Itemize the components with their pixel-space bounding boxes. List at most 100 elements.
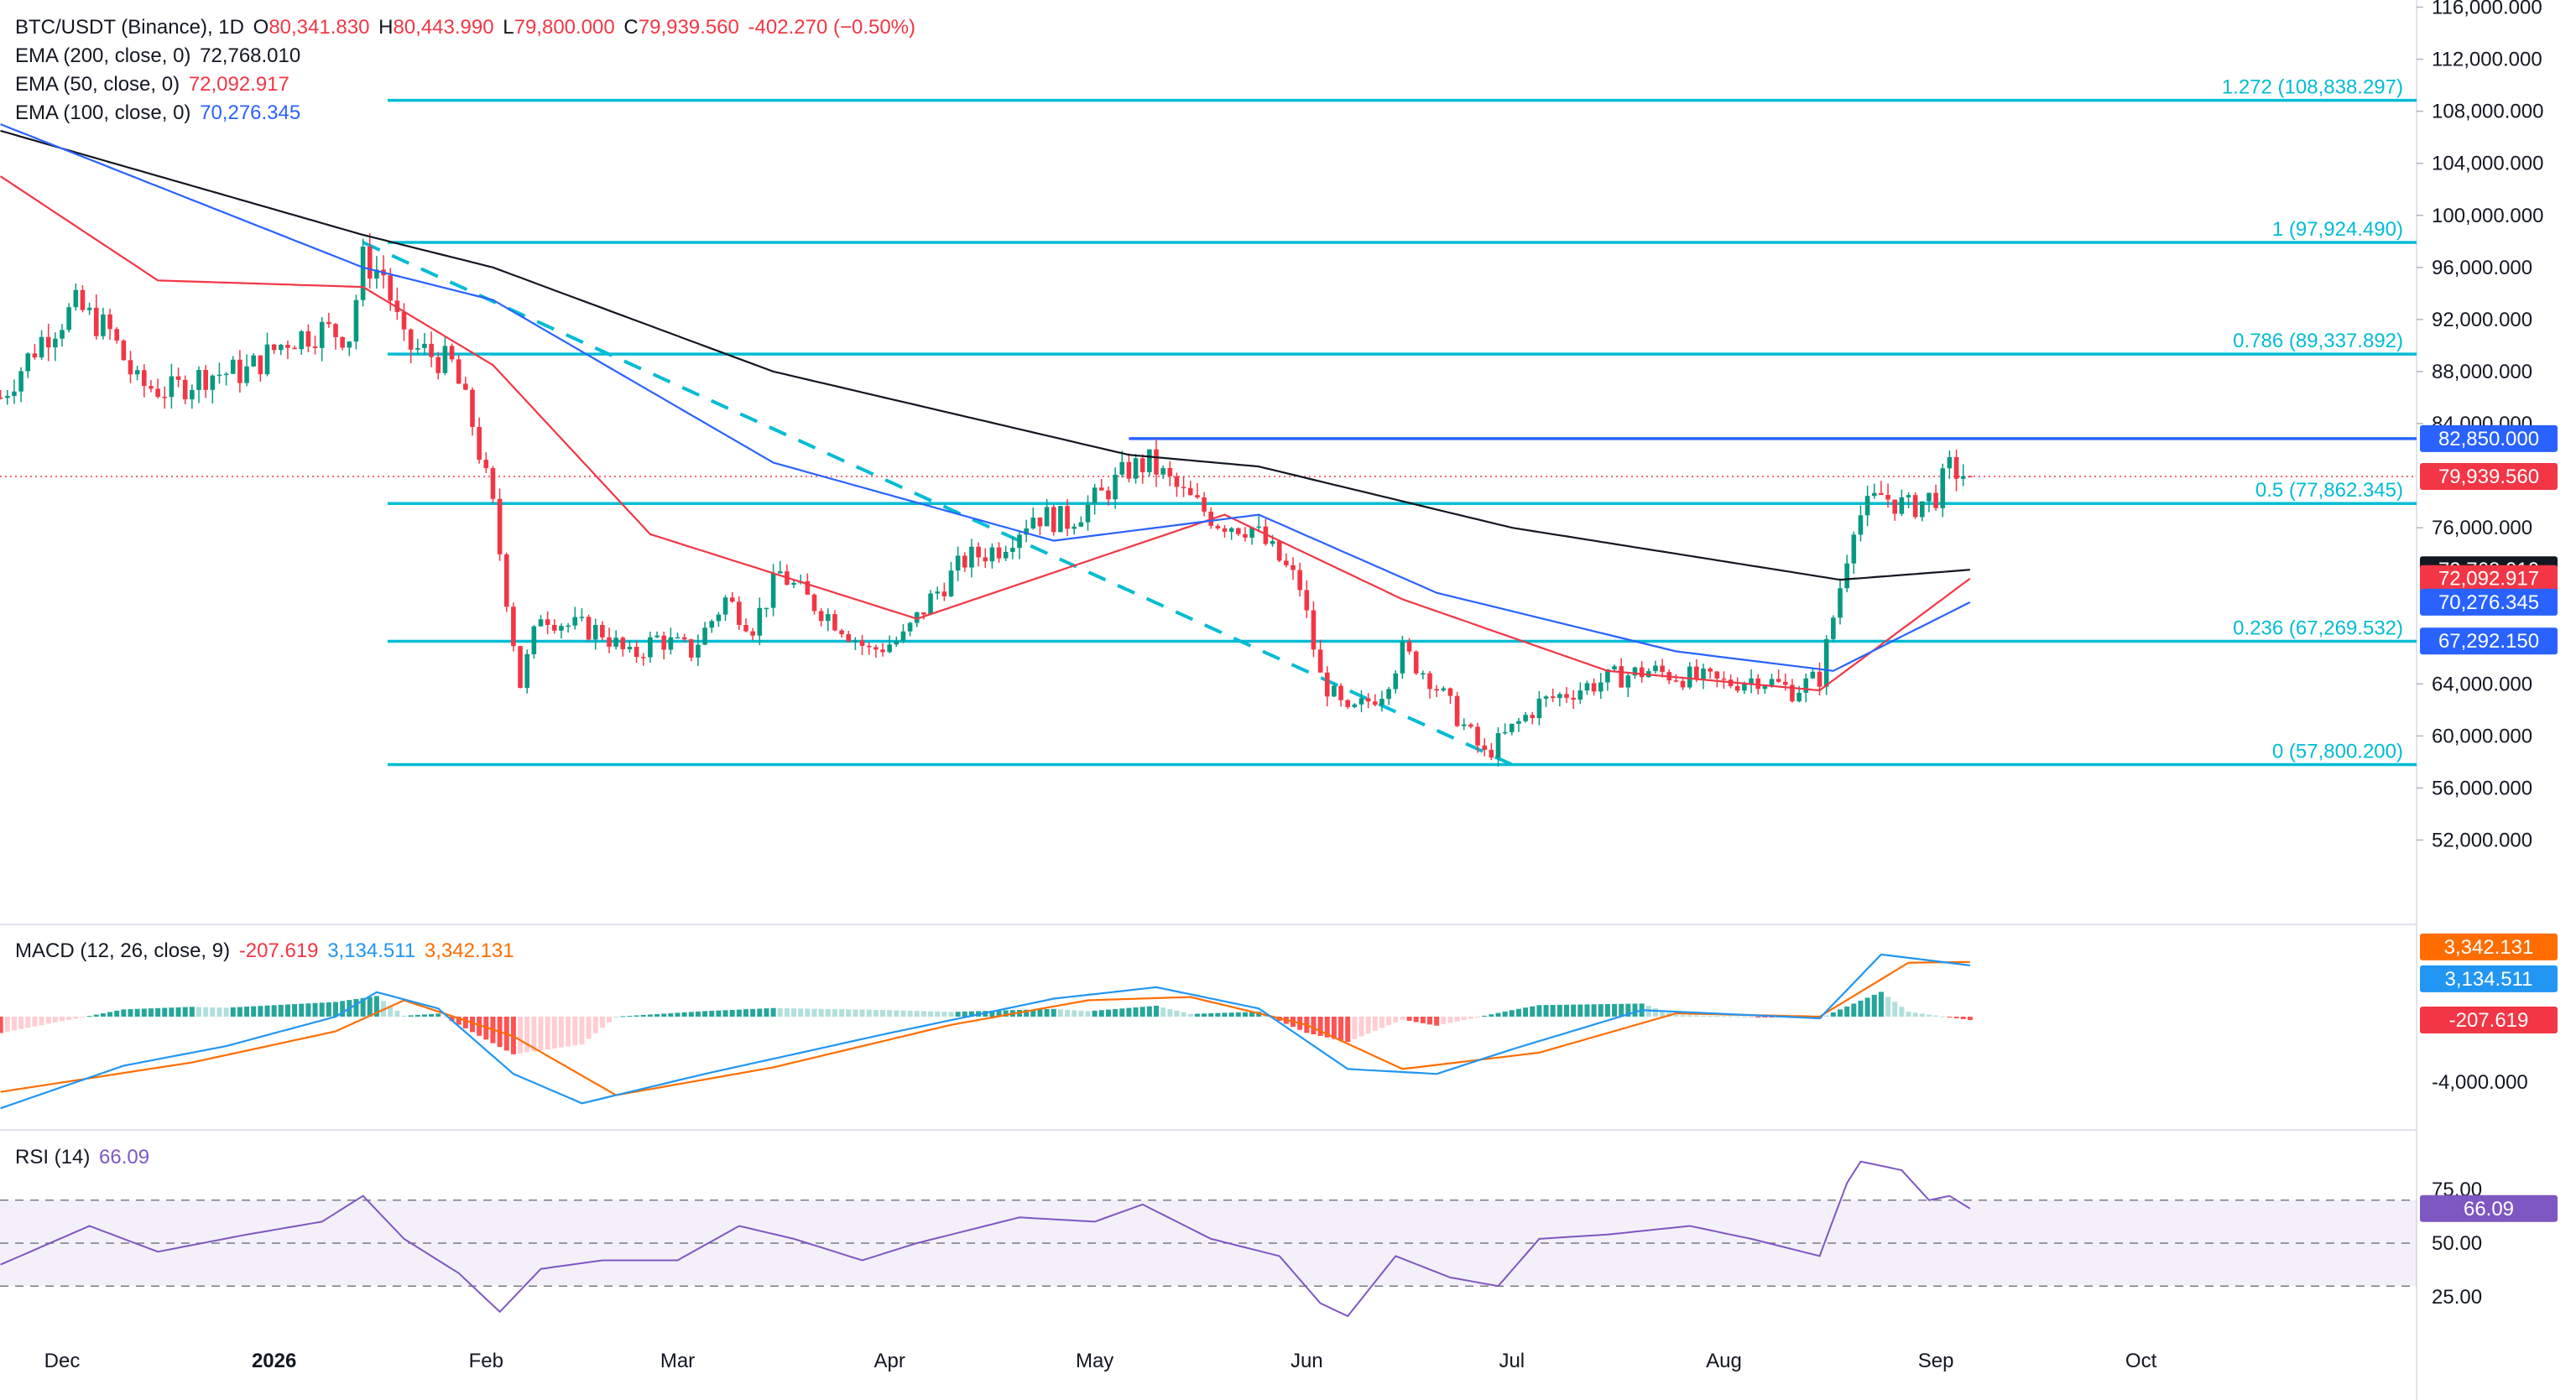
- macd-histogram-bar: [60, 1017, 65, 1021]
- macd-histogram-bar: [1721, 1016, 1726, 1017]
- candle-body: [1564, 694, 1569, 697]
- macd-histogram-bar: [634, 1015, 639, 1017]
- high-value: 80,443.990: [393, 16, 493, 39]
- macd-histogram-bar: [1045, 1009, 1050, 1017]
- candle-body: [613, 638, 618, 647]
- macd-histogram-bar: [244, 1007, 249, 1017]
- candle-body: [1202, 497, 1207, 512]
- price-tick-label: 92,000.000: [2432, 309, 2532, 331]
- candle-body: [244, 367, 249, 383]
- macd-histogram-bar: [1619, 1004, 1624, 1017]
- candle-body: [648, 638, 653, 658]
- fib-level-label: 1.272 (108,838.297): [2222, 76, 2403, 99]
- macd-label: MACD (12, 26, close, 9): [15, 939, 230, 962]
- candle-body: [443, 346, 448, 372]
- candle-body: [1598, 683, 1603, 692]
- ema200-value: 72,768.010: [200, 44, 300, 67]
- candle-body: [1681, 681, 1686, 688]
- candle-body: [1270, 541, 1275, 544]
- candle-body: [661, 636, 666, 650]
- candle-body: [1318, 649, 1323, 672]
- candle-body: [1277, 541, 1282, 560]
- macd-histogram-bar: [785, 1008, 790, 1017]
- candle-body: [1557, 694, 1562, 698]
- candle-body: [1879, 493, 1884, 495]
- candle-body: [498, 499, 503, 554]
- macd-histogram-bar: [730, 1010, 735, 1017]
- macd-histogram-bar: [867, 1010, 872, 1017]
- candle-body: [326, 322, 331, 324]
- candle-body: [368, 247, 373, 278]
- candle-body: [949, 570, 954, 596]
- macd-histogram-bar: [272, 1005, 277, 1017]
- candle-body: [1968, 476, 1973, 478]
- candle-body: [1948, 457, 1953, 468]
- candle-body: [1510, 724, 1515, 732]
- candle-body: [1291, 565, 1296, 570]
- close-label: C: [623, 16, 638, 39]
- macd-histogram-bar: [1489, 1014, 1494, 1017]
- macd-histogram-bar: [1844, 1007, 1849, 1017]
- macd-histogram-bar: [1838, 1009, 1843, 1017]
- candle-body: [81, 290, 86, 310]
- macd-histogram-bar: [1503, 1012, 1508, 1017]
- candle-body: [169, 377, 175, 398]
- macd-histogram-bar: [620, 1016, 625, 1017]
- candle-body: [1694, 667, 1699, 679]
- macd-histogram-bar: [880, 1010, 885, 1017]
- macd-histogram-bar: [1359, 1017, 1364, 1036]
- macd-tag-text: -207.619: [2449, 1009, 2529, 1032]
- candle-body: [155, 388, 160, 397]
- macd-histogram-bar: [1708, 1016, 1713, 1017]
- candle-body: [1353, 705, 1358, 707]
- macd-histogram-bar: [1694, 1016, 1699, 1017]
- candle-body: [429, 344, 434, 357]
- macd-histogram-bar: [1612, 1004, 1617, 1017]
- macd-histogram-bar: [1530, 1007, 1535, 1017]
- candle-body: [689, 639, 694, 658]
- time-axis: Dec 2026 Feb Mar Apr May Jun Jul Aug Sep Oct: [44, 1350, 2157, 1372]
- time-tick-label: Jul: [1499, 1350, 1525, 1372]
- macd-histogram-bar: [935, 1012, 940, 1017]
- macd-tag: -207.619: [2420, 1007, 2558, 1033]
- macd-histogram-bar: [107, 1012, 112, 1017]
- candle-body: [552, 625, 557, 631]
- candle-body: [1243, 534, 1248, 538]
- candle-body: [880, 649, 885, 652]
- ema100-value: 70,276.345: [200, 101, 300, 124]
- candle-body: [435, 357, 441, 373]
- price-tick-label: 112,000.000: [2432, 49, 2542, 71]
- candle-body: [942, 591, 947, 596]
- macd-histogram-bar: [1215, 1013, 1220, 1017]
- candle-body: [1885, 495, 1890, 500]
- candle-body: [1852, 534, 1857, 563]
- macd-line-value: 3,134.511: [327, 939, 415, 962]
- ema100-legend: EMA (100, close, 0) 70,276.345: [15, 99, 304, 128]
- macd-histogram-bar: [702, 1011, 707, 1017]
- candle-body: [743, 625, 748, 632]
- candle-body: [990, 548, 995, 562]
- candle-body: [1811, 672, 1816, 679]
- macd-histogram-bar: [53, 1017, 58, 1023]
- macd-histogram-bar: [1318, 1017, 1323, 1036]
- macd-histogram-bar: [1134, 1007, 1139, 1017]
- macd-histogram-bar: [32, 1017, 37, 1027]
- candle-body: [524, 654, 529, 688]
- candle-body: [211, 376, 216, 390]
- macd-histogram-bar: [723, 1010, 728, 1017]
- macd-histogram-bar: [545, 1017, 550, 1049]
- candle-body: [593, 625, 598, 639]
- candle-body: [750, 632, 755, 636]
- candle-body: [641, 657, 646, 658]
- macd-histogram-bar: [135, 1009, 140, 1017]
- candle-body: [1523, 715, 1528, 721]
- candle-body: [1051, 507, 1056, 532]
- macd-histogram-bar: [18, 1017, 23, 1029]
- candle-body: [908, 623, 913, 632]
- candle-body: [1004, 552, 1009, 559]
- candle-body: [1844, 564, 1849, 589]
- ema50-line: [1, 176, 1970, 690]
- macd-histogram-bar: [183, 1007, 188, 1017]
- candle-body: [1742, 684, 1747, 690]
